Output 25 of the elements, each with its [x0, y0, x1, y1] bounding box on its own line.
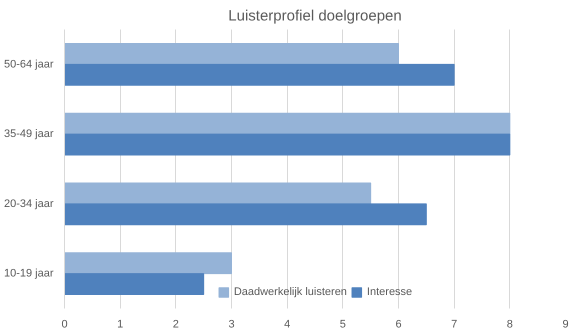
chart-title: Luisterprofiel doelgroepen: [228, 8, 402, 24]
y-tick-label: 10-19 jaar: [4, 268, 54, 280]
x-tick-label: 2: [172, 318, 179, 330]
legend-label: Daadwerkelijk luisteren: [234, 286, 347, 298]
x-tick-label: 5: [340, 318, 346, 330]
bar: [64, 112, 510, 135]
x-tick-label: 6: [395, 318, 402, 330]
bar: [64, 252, 232, 274]
x-tick-label: 4: [284, 318, 290, 330]
x-tick-label: 1: [117, 318, 124, 330]
x-tick-label: 8: [506, 318, 513, 330]
bar: [64, 64, 455, 86]
y-tick-label: 20-34 jaar: [4, 198, 54, 210]
bar: [64, 42, 399, 65]
bar: [64, 134, 510, 156]
bar: [64, 273, 204, 296]
x-tick-label: 7: [451, 318, 458, 330]
x-tick-label: 9: [562, 318, 569, 330]
y-tick-label: 35-49 jaar: [4, 128, 54, 140]
legend-label: Interesse: [366, 286, 412, 298]
bar: [64, 182, 372, 204]
x-tick-label: 0: [61, 318, 68, 330]
bar: [64, 203, 427, 226]
y-tick-label: 50-64 jaar: [4, 58, 54, 70]
x-tick-label: 3: [228, 318, 235, 330]
